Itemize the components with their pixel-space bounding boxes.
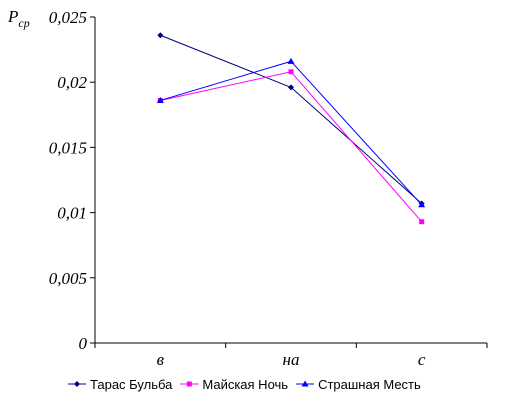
marker [301, 380, 309, 387]
y-tick-label: 0,015 [49, 138, 87, 157]
marker [157, 32, 164, 39]
x-tick-label: на [283, 350, 300, 369]
marker [156, 96, 164, 103]
legend-label: Майская Ночь [202, 377, 288, 392]
y-tick-label: 0 [79, 334, 88, 353]
y-tick-label: 0,02 [57, 73, 87, 92]
x-tick-label: с [418, 350, 426, 369]
x-tick-label: в [157, 350, 165, 369]
marker [418, 201, 426, 208]
marker [419, 219, 425, 225]
marker [288, 69, 294, 75]
y-tick-label: 0,01 [57, 204, 87, 223]
legend-label: Тарас Бульба [90, 377, 173, 392]
y-axis-label: Pср [7, 7, 30, 30]
y-tick-label: 0,005 [49, 269, 87, 288]
y-label-main: P [7, 7, 18, 26]
series-line [160, 60, 423, 206]
marker [74, 381, 80, 387]
legend-label: Страшная Месть [318, 377, 421, 392]
y-tick-label: 0,025 [49, 8, 87, 27]
marker [288, 84, 294, 91]
y-label-subscript: ср [18, 16, 29, 30]
marker [287, 57, 295, 64]
marker [186, 381, 192, 387]
series-line [160, 71, 423, 223]
